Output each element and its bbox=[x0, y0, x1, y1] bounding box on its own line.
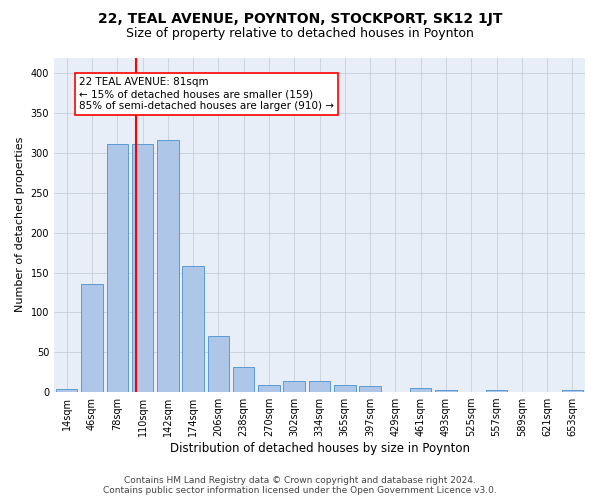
Bar bbox=[56, 389, 77, 392]
Bar bbox=[233, 368, 254, 392]
Bar bbox=[435, 390, 457, 392]
X-axis label: Distribution of detached houses by size in Poynton: Distribution of detached houses by size … bbox=[170, 442, 470, 455]
Bar bbox=[486, 390, 507, 392]
Bar bbox=[359, 386, 381, 392]
Bar bbox=[283, 381, 305, 392]
Bar bbox=[208, 336, 229, 392]
Bar bbox=[182, 266, 204, 392]
Bar bbox=[410, 388, 431, 392]
Text: Contains HM Land Registry data © Crown copyright and database right 2024.
Contai: Contains HM Land Registry data © Crown c… bbox=[103, 476, 497, 495]
Text: 22, TEAL AVENUE, POYNTON, STOCKPORT, SK12 1JT: 22, TEAL AVENUE, POYNTON, STOCKPORT, SK1… bbox=[98, 12, 502, 26]
Bar bbox=[334, 385, 356, 392]
Text: 22 TEAL AVENUE: 81sqm
← 15% of detached houses are smaller (159)
85% of semi-det: 22 TEAL AVENUE: 81sqm ← 15% of detached … bbox=[79, 78, 334, 110]
Bar bbox=[132, 144, 153, 392]
Bar bbox=[309, 381, 330, 392]
Bar bbox=[107, 144, 128, 392]
Bar bbox=[562, 390, 583, 392]
Bar bbox=[157, 140, 179, 392]
Bar bbox=[81, 284, 103, 392]
Bar bbox=[258, 385, 280, 392]
Text: Size of property relative to detached houses in Poynton: Size of property relative to detached ho… bbox=[126, 28, 474, 40]
Y-axis label: Number of detached properties: Number of detached properties bbox=[15, 137, 25, 312]
